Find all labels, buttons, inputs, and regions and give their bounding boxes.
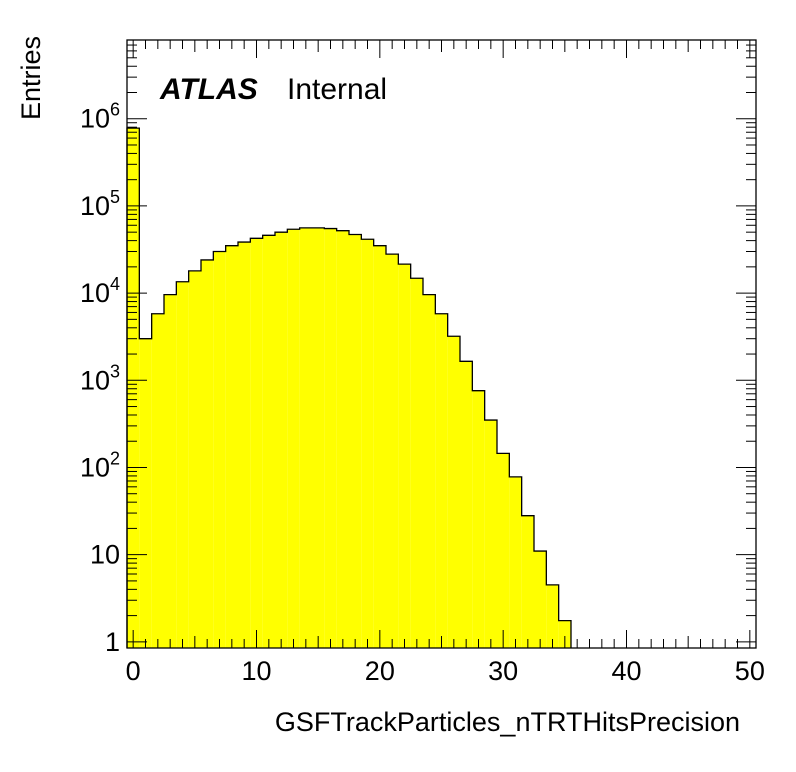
histogram-bar [151, 313, 164, 648]
histogram-bar [398, 264, 411, 648]
histogram-bar [410, 278, 423, 648]
histogram-bar [435, 313, 448, 648]
y-axis-label: Entries [16, 36, 46, 120]
histogram-bar [484, 420, 497, 648]
histogram-bar [176, 281, 189, 648]
histogram-bar [460, 361, 473, 648]
histogram-bar [324, 228, 337, 648]
histogram-bar [534, 551, 547, 648]
histogram-bar [238, 242, 251, 648]
y-tick-label: 103 [80, 361, 120, 395]
histogram-bar [386, 254, 399, 648]
histogram-bar [447, 336, 460, 648]
histogram-bar [497, 453, 510, 648]
histogram-bar [546, 584, 559, 648]
y-tick-label: 102 [80, 448, 120, 482]
atlas-label: ATLAS [159, 73, 258, 106]
histogram-bar [275, 232, 288, 648]
x-tick-label: 30 [488, 656, 518, 686]
histogram-bar [336, 230, 349, 648]
x-tick-label: 50 [735, 656, 765, 686]
histogram-bar [423, 294, 436, 648]
histogram-bar [521, 515, 534, 648]
x-tick-label: 20 [365, 656, 395, 686]
histogram-bar [250, 238, 263, 648]
x-tick-label: 0 [126, 656, 141, 686]
x-tick-label: 40 [611, 656, 641, 686]
histogram-bar [373, 245, 386, 648]
histogram-outline [126, 127, 572, 648]
x-axis-label: GSFTrackParticles_nTRTHitsPrecision [275, 707, 740, 737]
histogram-bar [361, 239, 374, 648]
status-label: Internal [287, 73, 387, 106]
x-axis-ticks: 0 10 20 30 40 50 [126, 40, 765, 686]
y-tick-label: 106 [80, 100, 120, 134]
histogram-bar [164, 294, 177, 648]
histogram-bar [213, 251, 226, 649]
y-tick-label: 105 [80, 187, 120, 221]
histogram-bar [299, 227, 312, 648]
histogram-bar [472, 390, 485, 648]
y-tick-label: 10 [90, 540, 120, 570]
histogram-bar [127, 128, 140, 649]
histogram-bar [139, 338, 152, 648]
histogram-bar [287, 229, 300, 648]
histogram-bar [312, 227, 325, 648]
histogram-bar [225, 245, 238, 648]
histogram-bar [201, 259, 214, 648]
histogram-bar [188, 270, 201, 648]
histogram-bar [509, 476, 522, 648]
y-tick-label: 1 [105, 627, 120, 657]
y-axis-ticks: 1 10 102 103 104 105 106 [80, 39, 756, 657]
histogram-bar [349, 234, 362, 648]
histogram-bar [262, 235, 275, 648]
histogram-bar [558, 620, 571, 648]
histogram-bars [127, 128, 571, 649]
y-tick-label: 104 [80, 274, 120, 308]
x-tick-label: 10 [241, 656, 271, 686]
